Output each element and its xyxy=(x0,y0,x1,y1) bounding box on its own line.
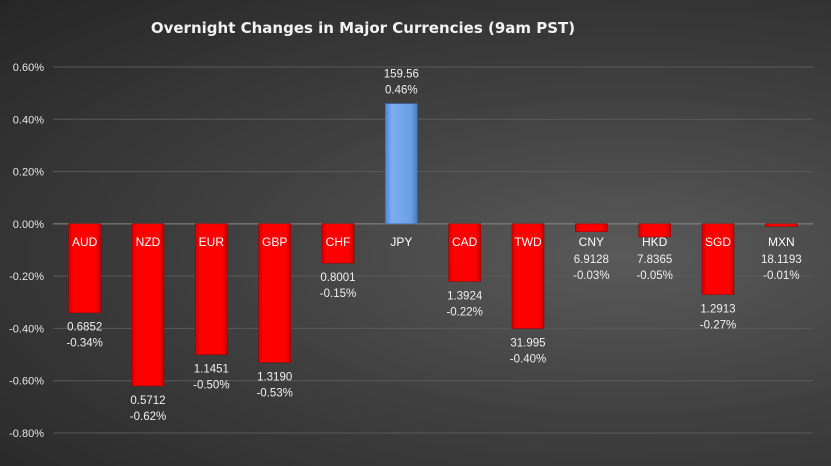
pct-data-label: -0.40% xyxy=(510,353,546,365)
category-label: HKD xyxy=(642,235,668,249)
pct-data-label: -0.27% xyxy=(700,319,736,331)
category-label: EUR xyxy=(199,235,225,249)
pct-data-label: -0.01% xyxy=(763,270,799,282)
category-label: AUD xyxy=(72,235,98,249)
category-label: CAD xyxy=(452,235,478,249)
rate-label: 6.9128 xyxy=(574,254,609,266)
rate-label: 1.3924 xyxy=(447,290,483,302)
pct-data-label: -0.50% xyxy=(193,380,229,392)
category-label: CHF xyxy=(326,235,351,249)
rate-label: 18.1193 xyxy=(761,254,802,266)
rate-label: 1.1451 xyxy=(194,364,229,376)
pct-data-label: -0.53% xyxy=(256,387,292,399)
rate-label: 7.8365 xyxy=(637,254,672,266)
bar xyxy=(701,223,735,295)
pct-data-label: -0.03% xyxy=(573,270,609,282)
pct-data-label: -0.34% xyxy=(66,338,102,350)
bar xyxy=(321,223,355,264)
chart-title: Overnight Changes in Major Currencies (9… xyxy=(151,19,575,37)
category-label: MXN xyxy=(768,235,795,249)
y-tick-label: -0.40% xyxy=(9,323,44,335)
category-label: SGD xyxy=(705,235,731,249)
category-label: NZD xyxy=(136,235,161,249)
category-label: JPY xyxy=(390,235,412,249)
y-tick-label: -0.60% xyxy=(9,376,44,388)
rate-label: 1.3190 xyxy=(257,371,292,383)
bar xyxy=(68,223,101,314)
bar xyxy=(258,223,291,363)
pct-data-label: 0.46% xyxy=(385,85,418,97)
y-tick-label: 0.20% xyxy=(13,167,44,179)
bar xyxy=(638,223,671,238)
bar xyxy=(575,223,608,233)
bar xyxy=(195,223,228,355)
rate-label: 0.5712 xyxy=(130,395,165,407)
rate-label: 0.6852 xyxy=(67,322,102,334)
category-label: CNY xyxy=(579,235,604,249)
y-tick-label: -0.80% xyxy=(9,428,44,440)
category-label: GBP xyxy=(262,235,287,249)
rate-label: 1.2913 xyxy=(700,303,735,315)
pct-data-label: -0.22% xyxy=(446,306,482,318)
rate-label: 159.56 xyxy=(384,69,419,81)
pct-data-label: -0.15% xyxy=(320,288,356,300)
y-tick-label: 0.00% xyxy=(13,219,44,231)
y-tick-label: 0.40% xyxy=(13,114,44,126)
category-label: TWD xyxy=(514,235,542,249)
bar xyxy=(131,223,165,387)
y-tick-label: 0.60% xyxy=(13,62,44,74)
bar xyxy=(448,223,481,282)
pct-data-label: -0.62% xyxy=(130,411,166,423)
bar xyxy=(765,223,798,227)
rate-label: 0.8001 xyxy=(320,272,355,284)
bar xyxy=(511,223,545,329)
rate-label: 31.995 xyxy=(510,337,545,349)
bar xyxy=(385,103,418,225)
pct-data-label: -0.05% xyxy=(636,270,672,282)
y-tick-label: -0.20% xyxy=(9,271,44,283)
